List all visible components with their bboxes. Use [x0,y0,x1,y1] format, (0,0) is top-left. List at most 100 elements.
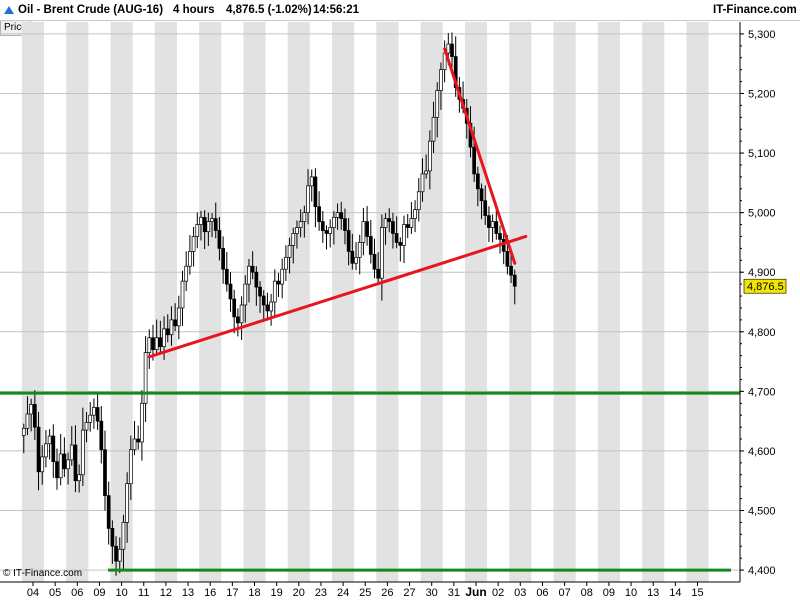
time-tick-label: 23 [315,587,327,599]
candle-body [313,176,318,208]
day-band [553,22,576,582]
candle-body [368,236,373,255]
candle-body [165,328,170,336]
candle-body [317,206,321,222]
candle-body [398,242,403,246]
candle-body [176,307,181,327]
trendline[interactable] [443,47,517,265]
time-tick-label: 30 [426,587,438,599]
day-band [110,22,133,582]
candle-body [261,295,266,306]
trendline[interactable] [147,234,528,359]
day-band [243,22,266,582]
candle-body [128,449,133,485]
candle-body [140,402,144,443]
price-tick-label: 4,600 [748,446,776,458]
candle-body [69,444,74,461]
time-tick-label: 09 [603,587,615,599]
time-tick-label: 08 [581,587,593,599]
candle-body [269,301,273,312]
day-band [154,22,177,582]
candle-body [309,176,314,187]
time-tick-label: 16 [204,587,216,599]
candle-body [394,233,399,243]
candle-body [132,438,137,451]
candle-body [117,548,122,562]
candle-body [409,218,414,228]
candle-body [29,404,34,415]
candle-body [136,438,141,443]
candle-body [402,224,406,246]
candle-body [195,224,200,237]
candle-body [228,283,233,300]
candle-body [110,528,115,547]
day-band [332,22,355,582]
candle-body [173,319,177,327]
time-tick-label: 27 [403,587,415,599]
candle-body [357,242,362,258]
candle-body [490,221,495,228]
brand-name: IT-Finance.com [713,4,797,16]
candle-body [498,233,502,240]
last-price-badge [743,278,787,294]
candle-body [328,227,333,234]
candle-body [162,328,166,348]
candle-body [446,43,451,54]
time-tick-label: 11 [138,587,149,599]
candle-body [250,265,255,273]
candle-body [40,456,45,473]
price-tick-label: 5,000 [748,208,776,220]
candle-body [335,212,340,218]
candle-body [505,251,510,267]
chart-title-bar: Oil - Brent Crude (AUG-16) 4 hours 4,876… [0,0,800,21]
candle-body [151,337,155,351]
time-tick-label: 31 [448,587,460,599]
candle-body [280,268,285,285]
candle-body [125,483,129,523]
time-tick-label: 13 [647,587,659,599]
candle-body [298,221,303,228]
time-tick-label: 26 [381,587,393,599]
price-tick-label: 5,100 [748,148,776,160]
candle-body [21,427,26,436]
candle-body [243,283,248,306]
day-band [597,22,620,582]
time-tick-label: 12 [160,587,172,599]
day-band [376,22,399,582]
candle-body [58,453,63,479]
candle-body [47,435,52,445]
candle-body [272,280,277,303]
candle-body [435,90,440,118]
candle-body [239,304,244,324]
candle-body [32,404,37,428]
candle-body [324,230,329,234]
candle-body [44,443,48,458]
time-tick-label: 06 [536,587,548,599]
time-tick-label: 14 [669,587,681,599]
candle-body [483,200,488,216]
time-tick-label: 24 [337,587,349,599]
candle-body [258,286,262,297]
candle-body [339,212,344,219]
candle-body [210,218,214,222]
candle-body [354,256,358,264]
time-tick-label: 03 [514,587,526,599]
time-tick-label: 09 [93,587,105,599]
candle-body [247,265,251,285]
price-tick-label: 4,800 [748,327,776,339]
candle-body [291,233,296,246]
day-band [21,22,45,582]
candle-body [92,407,96,416]
price-tick-label: 5,200 [748,88,776,100]
candle-body [80,429,85,476]
candle-body [51,435,56,463]
candle-body [320,221,325,231]
timeframe-label[interactable]: 4 hours [173,4,215,16]
candle-body [25,413,30,429]
candle-body [99,420,104,451]
candle-body [302,212,307,222]
candle-body [232,298,237,318]
candle-body [450,43,454,57]
time-axis [0,583,740,600]
